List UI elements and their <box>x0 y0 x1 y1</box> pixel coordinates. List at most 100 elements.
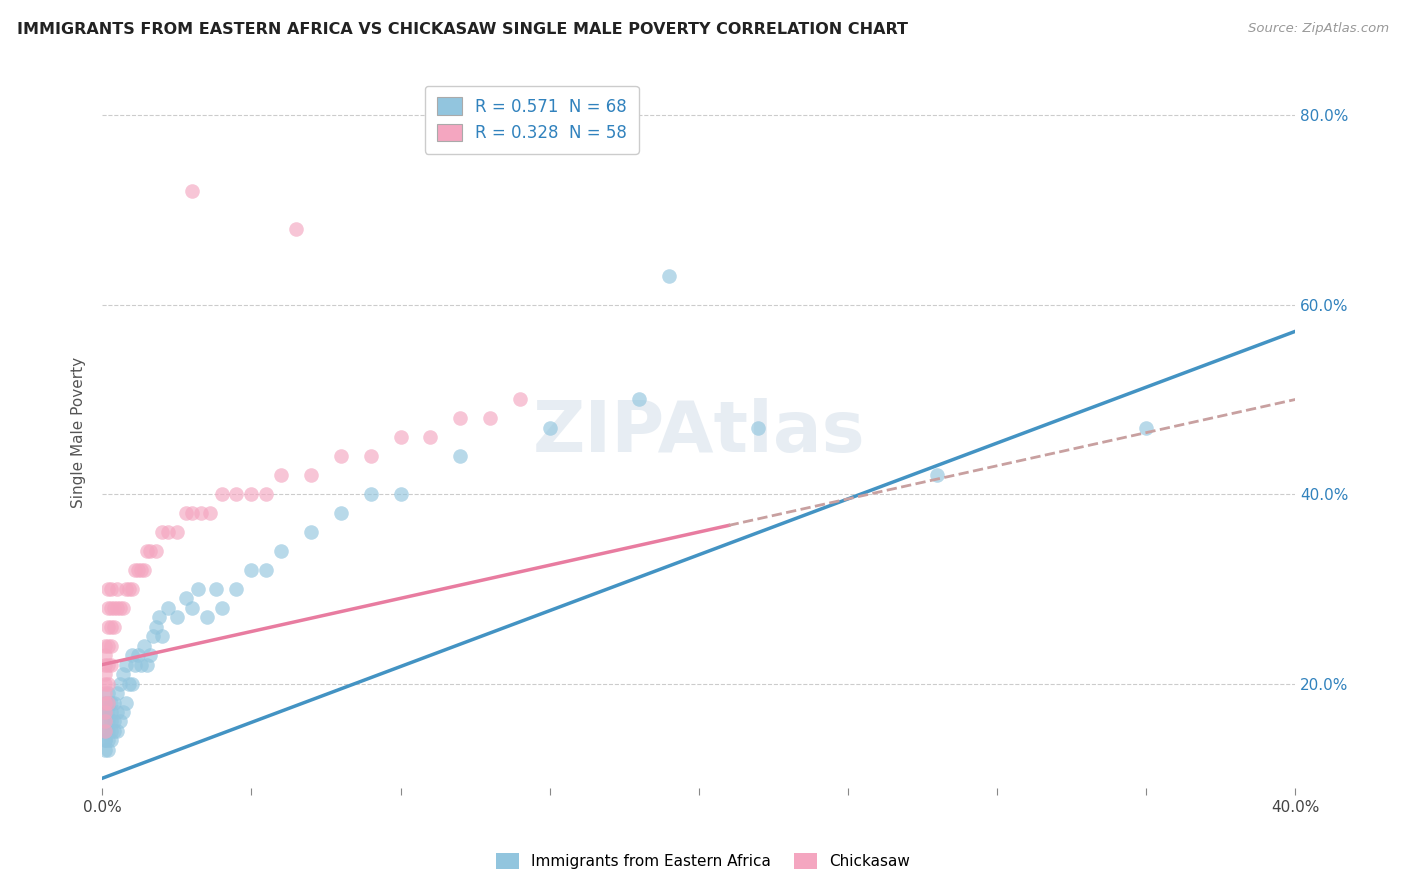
Point <box>94 667 117 681</box>
Point <box>97 723 120 738</box>
Point <box>299 524 322 539</box>
Point <box>97 686 120 700</box>
Point <box>658 269 681 284</box>
Point <box>94 714 117 729</box>
Point <box>360 450 382 464</box>
Point <box>270 468 292 483</box>
Point <box>180 600 202 615</box>
Point <box>166 610 188 624</box>
Point <box>97 714 120 729</box>
Point <box>108 714 131 729</box>
Point <box>100 696 122 710</box>
Point <box>198 506 221 520</box>
Point <box>240 563 263 577</box>
Point <box>94 743 117 757</box>
Point <box>94 648 117 662</box>
Point <box>94 696 117 710</box>
Point <box>105 705 128 719</box>
Point <box>97 733 120 747</box>
Point <box>150 629 173 643</box>
Point <box>132 639 155 653</box>
Point <box>94 676 117 690</box>
Point <box>190 506 212 520</box>
Point <box>97 696 120 710</box>
Point <box>97 705 120 719</box>
Point <box>204 582 226 596</box>
Point <box>195 610 218 624</box>
Point <box>129 657 152 672</box>
Point <box>139 544 162 558</box>
Text: IMMIGRANTS FROM EASTERN AFRICA VS CHICKASAW SINGLE MALE POVERTY CORRELATION CHAR: IMMIGRANTS FROM EASTERN AFRICA VS CHICKA… <box>17 22 908 37</box>
Point <box>449 411 471 425</box>
Point <box>150 524 173 539</box>
Point <box>360 487 382 501</box>
Point <box>166 524 188 539</box>
Point <box>103 723 125 738</box>
Point <box>100 582 122 596</box>
Point <box>94 733 117 747</box>
Point <box>112 600 135 615</box>
Point <box>94 657 117 672</box>
Point <box>329 450 352 464</box>
Point <box>136 544 159 558</box>
Point <box>180 184 202 198</box>
Point <box>94 723 117 738</box>
Point <box>100 639 122 653</box>
Point <box>449 450 471 464</box>
Point <box>97 620 120 634</box>
Point <box>103 620 125 634</box>
Point <box>136 657 159 672</box>
Point <box>479 411 502 425</box>
Point <box>94 705 117 719</box>
Point <box>211 600 233 615</box>
Point <box>97 600 120 615</box>
Point <box>225 487 247 501</box>
Point <box>115 582 138 596</box>
Point <box>156 600 179 615</box>
Point <box>112 667 135 681</box>
Point <box>112 705 135 719</box>
Point <box>211 487 233 501</box>
Point <box>97 639 120 653</box>
Point <box>105 686 128 700</box>
Point <box>127 563 149 577</box>
Point <box>139 648 162 662</box>
Point <box>285 222 308 236</box>
Point <box>187 582 209 596</box>
Point <box>124 563 146 577</box>
Point <box>129 563 152 577</box>
Point <box>329 506 352 520</box>
Point <box>108 600 131 615</box>
Point <box>299 468 322 483</box>
Point <box>145 620 167 634</box>
Point <box>97 657 120 672</box>
Point <box>100 657 122 672</box>
Point <box>240 487 263 501</box>
Point <box>389 430 412 444</box>
Point <box>103 714 125 729</box>
Text: ZIPAtlas: ZIPAtlas <box>533 398 865 467</box>
Point <box>419 430 441 444</box>
Point <box>94 639 117 653</box>
Point <box>115 696 138 710</box>
Point <box>927 468 949 483</box>
Point <box>127 648 149 662</box>
Point <box>100 600 122 615</box>
Point <box>94 714 117 729</box>
Point <box>270 544 292 558</box>
Point <box>174 506 197 520</box>
Point <box>100 723 122 738</box>
Text: Source: ZipAtlas.com: Source: ZipAtlas.com <box>1249 22 1389 36</box>
Point <box>97 582 120 596</box>
Point <box>97 696 120 710</box>
Point <box>97 743 120 757</box>
Point <box>105 582 128 596</box>
Point <box>94 723 117 738</box>
Point <box>97 676 120 690</box>
Point <box>254 487 277 501</box>
Point <box>94 723 117 738</box>
Point <box>121 676 143 690</box>
Point <box>225 582 247 596</box>
Point <box>100 714 122 729</box>
Point <box>103 600 125 615</box>
